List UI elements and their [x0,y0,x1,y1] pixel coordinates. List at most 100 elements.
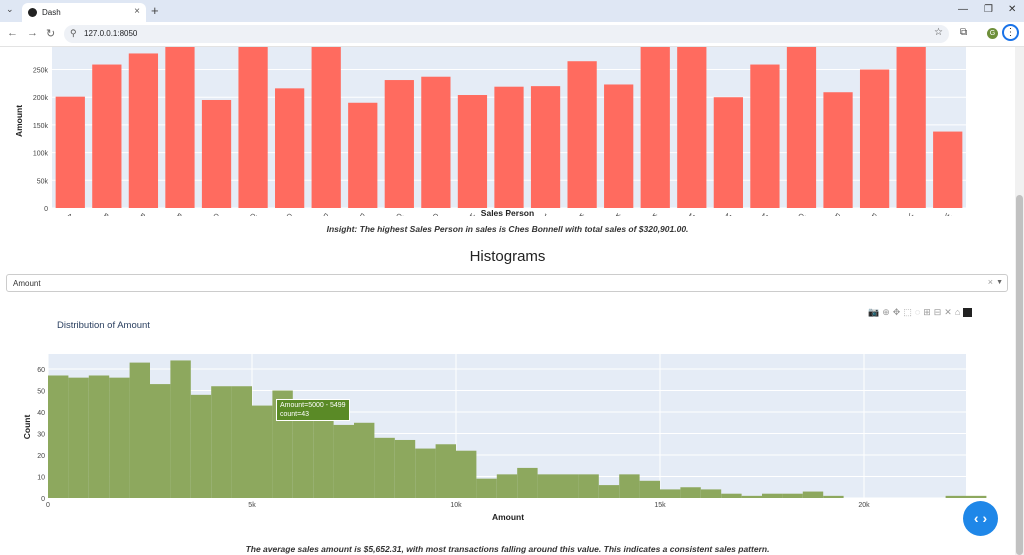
histogram-column-dropdown[interactable]: Amount × ▼ [6,274,1008,292]
close-tab-icon[interactable]: × [134,6,140,17]
bar-mark[interactable] [567,61,597,208]
histogram-bin[interactable] [415,448,436,498]
new-tab-icon[interactable]: + [151,3,159,18]
histogram-bin[interactable] [435,444,456,498]
tooltip-range: Amount=5000 - 5499 [280,402,346,409]
back-icon[interactable]: ← [7,27,18,39]
histogram-bin[interactable] [537,474,558,498]
histogram-bin[interactable] [129,362,150,498]
histogram-bin[interactable] [762,493,783,498]
profile-avatar[interactable]: G [987,28,998,39]
histogram-bin[interactable] [517,467,538,498]
bar-mark[interactable] [640,47,670,208]
histogram-bin[interactable] [88,375,110,498]
histogram-bin[interactable] [476,478,497,498]
histogram-bin[interactable] [150,384,171,498]
bar-mark[interactable] [311,47,341,209]
histogram-bin[interactable] [496,474,518,498]
histogram-bin[interactable] [966,495,987,498]
clear-selection-icon[interactable]: × [987,277,993,287]
histogram-bin[interactable] [578,474,599,498]
histogram-bin[interactable] [48,375,69,498]
lasso-icon[interactable]: ◌ [914,307,924,317]
histogram-bin[interactable] [190,394,212,498]
chevron-down-icon[interactable]: ▼ [996,279,1003,286]
histogram-bin[interactable] [211,386,232,498]
autoscale-icon[interactable]: ✕ [944,307,955,317]
histogram-bin[interactable] [231,386,252,498]
histogram-bin[interactable] [394,439,416,498]
zoom-icon[interactable]: ⊕ [882,307,893,317]
bookmark-star-icon[interactable]: ☆ [934,27,943,38]
reload-icon[interactable]: ↻ [46,28,56,40]
histogram-bin[interactable] [354,422,375,498]
histogram-bin[interactable] [292,405,314,498]
pan-icon[interactable]: ✥ [892,307,904,317]
camera-icon[interactable]: 📷 [868,307,883,317]
histogram-bin[interactable] [313,414,334,498]
histogram-bin[interactable] [700,489,722,498]
box-select-icon[interactable]: ⬚ [903,307,915,317]
bar-mark[interactable] [128,53,159,209]
histogram-bin[interactable] [660,489,681,498]
bar-mark[interactable] [348,102,378,208]
histogram-bin[interactable] [823,495,844,498]
bar-mark[interactable] [530,86,561,208]
bar-mark[interactable] [238,47,268,208]
restore-icon[interactable]: ❐ [984,4,993,15]
tooltip-count: count=43 [280,411,309,418]
address-bar[interactable]: ⚲ 127.0.0.1:8050 ☆ [64,25,949,43]
histogram-bin[interactable] [68,377,89,498]
bar-mark[interactable] [421,76,451,208]
zoom-out-icon[interactable]: ⊟ [933,307,945,317]
browser-menu-icon[interactable]: ⋮ [1002,24,1019,41]
histogram-bin[interactable] [170,360,191,498]
bar-mark[interactable] [750,64,780,208]
histogram-bin[interactable] [109,377,130,498]
extensions-icon[interactable]: ⧉ [960,27,968,38]
bar-mark[interactable] [933,131,963,208]
zoom-in-icon[interactable]: ⊞ [923,307,934,317]
bar-mark[interactable] [786,47,817,208]
histogram-bin[interactable] [721,493,742,498]
tab-list-chevron-icon[interactable]: ⌄ [6,4,14,14]
plotly-logo-icon[interactable] [963,308,973,318]
histogram-bin[interactable] [802,491,824,498]
home-icon[interactable]: ⌂ [954,307,964,317]
close-window-icon[interactable]: ✕ [1008,4,1017,15]
bar-mark[interactable] [275,88,305,208]
site-info-icon[interactable]: ⚲ [70,28,77,38]
bar-mark[interactable] [92,64,122,208]
histogram-bin[interactable] [252,405,273,498]
bar-mark[interactable] [55,96,85,208]
bar-mark[interactable] [823,92,853,208]
histogram-bin[interactable] [456,450,477,498]
bar-mark[interactable] [201,99,232,208]
code-toggle-button[interactable]: ‹ › [963,501,998,536]
scrollbar-thumb[interactable] [1016,195,1023,555]
forward-icon[interactable]: → [27,27,38,39]
bar-mark[interactable] [165,47,195,208]
bar-mark[interactable] [713,97,743,208]
histogram-bin[interactable] [782,493,803,498]
histogram-bin[interactable] [741,495,762,498]
dash-page: 050k100k150k200k250k300k Andria KimptonB… [0,47,1015,555]
bar-mark[interactable] [457,95,488,208]
histogram-bin[interactable] [333,424,354,498]
bar-mark[interactable] [494,86,524,208]
bar-mark[interactable] [604,84,634,208]
histogram-bin[interactable] [945,495,966,498]
histogram-bin[interactable] [680,487,701,498]
histogram-bin[interactable] [558,474,579,498]
histogram-bin[interactable] [374,437,395,498]
minimize-icon[interactable]: — [958,4,968,15]
histogram-bin[interactable] [639,480,660,498]
histogram-bin[interactable] [619,474,640,498]
bar-mark[interactable] [896,47,926,208]
bar-mark[interactable] [677,47,707,208]
bar-mark[interactable] [384,80,414,208]
browser-tab[interactable]: Dash × [22,3,146,22]
histogram-bin[interactable] [598,485,620,498]
page-scrollbar[interactable] [1015,47,1024,555]
bar-mark[interactable] [859,69,890,209]
